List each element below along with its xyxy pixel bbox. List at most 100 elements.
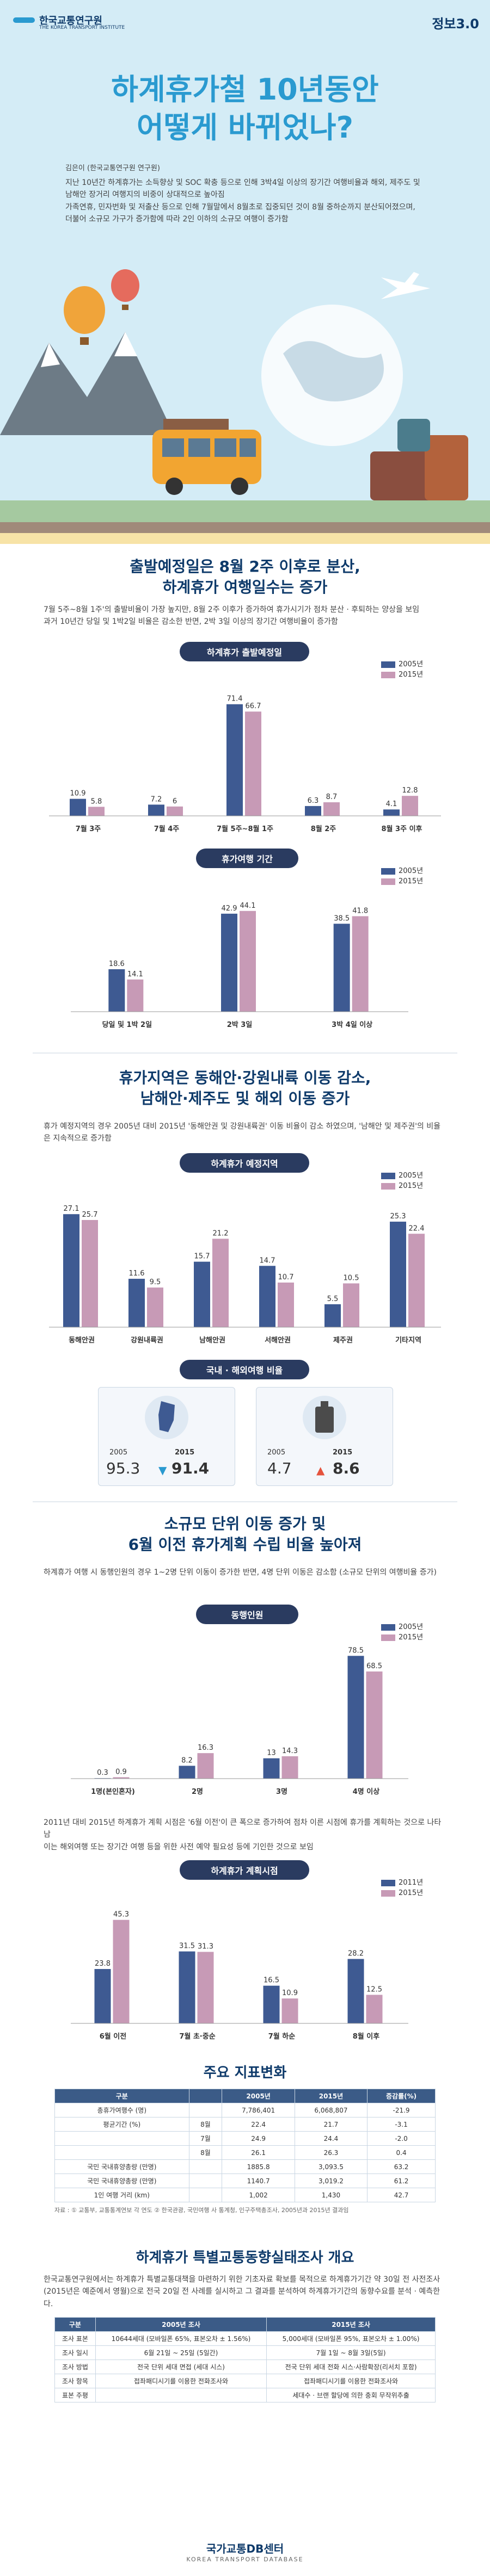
section1-bullet-1: 7월 5주~8월 1주'의 출발비율이 가장 높지만, 8월 2주 이후가 증가…	[44, 605, 420, 614]
table-row: 국민 국내휴양총량 (만명) 1885.8 3,093.5 63.2	[54, 2159, 436, 2174]
bar-value-label: 44.1	[240, 902, 256, 910]
bar-value-label: 15.7	[194, 1253, 210, 1261]
footer: 국가교통DB센터 KOREA TRANSPORT DATABASE	[0, 2535, 490, 2576]
chart6-legend: 2011년 2015년	[381, 1877, 423, 1897]
overseas-box: 2005 2015 4.7 ▲ 8.6	[256, 1387, 393, 1486]
bar-series-a	[108, 969, 125, 1012]
table-cell: 21.7	[294, 2117, 368, 2132]
bar-value-label: 25.7	[82, 1211, 98, 1219]
bar-series-a	[226, 704, 243, 816]
table-header: 구분	[54, 2317, 96, 2332]
table-row: 국민 국내휴양총량 (만명) 1140.7 3,019.2 61.2	[54, 2174, 436, 2188]
table-row: 조사 항목 접좌패디시기를 이용한 전화조사와 접좌패디시기를 이용한 전화조사와	[54, 2374, 436, 2388]
bar-series-b	[402, 796, 418, 816]
bar-series-b	[212, 1239, 229, 1327]
bar-value-label: 9.5	[150, 1278, 161, 1286]
table-cell: 국민 국내휴양총량 (만명)	[54, 2159, 189, 2174]
bar-value-label: 25.3	[390, 1212, 406, 1221]
survey-table: 구분 2005년 조사 2015년 조사 조사 표본 10644세대 (모바일폰 …	[54, 2317, 436, 2402]
category-label: 7월 3주	[76, 825, 101, 833]
bar-series-b	[278, 1282, 294, 1327]
bar-series-b	[113, 1919, 130, 2023]
section2-bullets: 휴가 예정지역의 경우 2005년 대비 2015년 '동해안권 및 강원내륙권…	[44, 1120, 446, 1145]
legend-item: 2005년	[381, 658, 423, 668]
section2-title-line1: 휴가지역은 동해안·강원내륙 이동 감소,	[119, 1069, 371, 1087]
category-label: 1명(본인혼자)	[91, 1787, 135, 1796]
bar-value-label: 28.2	[348, 1950, 364, 1958]
bar-value-label: 38.5	[334, 914, 350, 922]
section1-bullet-2: 과거 10년간 당일 및 1박2일 비율은 감소한 반면, 2박 3일 이상의 …	[44, 617, 338, 627]
table-row: 1인 여행 거리 (km) 1,002 1,430 42.7	[54, 2188, 436, 2202]
bar-value-label: 18.6	[109, 960, 125, 968]
bar-series-a	[70, 798, 86, 816]
section3-bullet2-1: 2011년 대비 2015년 하계휴가 계획 시점은 '6월 이전'이 큰 폭으…	[44, 1818, 442, 1840]
table-row: 조사 방법 전국 단위 세대 면접 (세대 시스) 전국 단위 세대 전화 시스·사…	[54, 2360, 436, 2374]
bar-series-b	[127, 979, 144, 1012]
bar-series-a	[94, 1969, 111, 2023]
section2-title-line2: 남해안·제주도 및 해외 이동 증가	[140, 1089, 350, 1107]
legend-item: 2015년	[381, 1180, 423, 1190]
bar-series-b	[197, 1952, 214, 2023]
table-cell: 10644세대 (모바일폰 65%, 표본오차 ± 1.56%)	[95, 2331, 267, 2346]
bar-series-b	[323, 802, 340, 816]
bar-series-b	[240, 911, 256, 1012]
survey-table-wrap: 구분 2005년 조사 2015년 조사 조사 표본 10644세대 (모바일폰 …	[54, 2317, 436, 2402]
table-row: 표본 주평 세대수 · 브랜 할당에 의한 충회 무작위추출	[54, 2388, 436, 2402]
bar-series-a	[179, 1766, 195, 1779]
category-label: 동해안권	[69, 1336, 95, 1345]
hero-deco-band	[0, 533, 490, 544]
bar-value-label: 11.6	[129, 1270, 145, 1278]
table-cell: 1885.8	[222, 2159, 295, 2174]
bar-value-label: 16.3	[198, 1744, 213, 1752]
bar-series-b	[366, 1671, 383, 1779]
table-cell: 1,002	[222, 2188, 295, 2202]
bar-value-label: 4.1	[386, 800, 397, 808]
bar-series-b	[82, 1219, 98, 1327]
key-indicators-table-wrap: 구분 2005년 2015년 증감률(%) 총휴가여행수 (명) 7,786,40…	[54, 2089, 436, 2214]
domestic-box: 2005 2015 95.3 ▼ 91.4	[98, 1387, 235, 1486]
bar-value-label: 16.5	[264, 1977, 279, 1985]
chart1-title: 하계휴가 출발예정일	[180, 642, 309, 661]
chart6-title: 하계휴가 계획시점	[180, 1860, 309, 1880]
section3-title-line1: 소규모 단위 이동 증가 및	[164, 1515, 326, 1533]
category-label: 8월 이후	[353, 2032, 379, 2041]
table-header: 2005년	[222, 2089, 295, 2103]
hero-bullet-2: 가족연휴, 민자번화 및 저출산 등으로 인해 7월말에서 8월초로 집중되던 …	[65, 202, 415, 224]
table-header: 2015년	[294, 2089, 368, 2103]
chart2-svg: 18.614.1 당일 및 1박 2일 42.9 44.1 2박 3일 38.541.8 3…	[71, 902, 408, 1029]
section3-bullet-1: 하계휴가 여행 시 동행인원의 경우 1~2명 단위 이동이 증가한 반면, 4…	[44, 1568, 437, 1577]
table-row: 조사 표본 10644세대 (모바일폰 65%, 표본오차 ± 1.56%) 5,0…	[54, 2331, 436, 2346]
section-divider	[33, 1052, 457, 1054]
category-label: 3명	[276, 1787, 287, 1796]
bar-value-label: 10.9	[70, 790, 86, 798]
legend-item: 2015년	[381, 875, 423, 886]
section1-title-line1: 출발예정일은 8월 2주 이후로 분산,	[130, 558, 360, 575]
korea-map-icon	[145, 1396, 188, 1439]
category-label: 2명	[192, 1787, 203, 1796]
overseas-value-b: 8.6	[333, 1459, 360, 1477]
bar-value-label: 42.9	[222, 905, 237, 913]
table-row: 8월 26.1 26.3 0.4	[54, 2145, 436, 2160]
survey-bullet-1: 한국교통연구원에서는 하계휴가 특별교통대책을 마련하기 위한 기초자료 확보를…	[44, 2275, 440, 2308]
bar-value-label: 21.2	[213, 1229, 229, 1237]
balloon-icon	[64, 269, 139, 345]
table-cell: 총휴가여행수 (명)	[54, 2103, 189, 2117]
bar-series-b	[167, 806, 183, 816]
bar-value-label: 10.5	[344, 1274, 359, 1283]
chart2-title: 휴가여행 기간	[196, 849, 298, 868]
table-header: 2015년 조사	[266, 2317, 436, 2332]
section3-bullets: 하계휴가 여행 시 동행인원의 경우 1~2명 단위 이동이 증가한 반면, 4…	[44, 1566, 446, 1578]
table-row: 총휴가여행수 (명) 7,786,401 6,068,807 -21.9	[54, 2103, 436, 2117]
globe-icon	[261, 305, 403, 446]
section3-bullet2-2: 이는 해외여행 또는 장기간 여행 등을 위한 사전 예약 필요성 등에 기인한…	[44, 1842, 314, 1852]
hero-title-line2: 어떻게 바뀌었나?	[137, 110, 353, 145]
chart5-title: 동행인원	[196, 1605, 298, 1624]
table-header: 증감률(%)	[367, 2089, 436, 2103]
table-header: 구분	[54, 2089, 189, 2103]
bar-value-label: 14.1	[127, 970, 143, 979]
category-label: 8월 2주	[311, 825, 336, 833]
bar-value-label: 8.2	[181, 1756, 193, 1764]
category-label: 7월 초·중순	[179, 2032, 215, 2041]
bar-value-label: 8.7	[326, 793, 338, 801]
org-logo: 한국교통연구원 THE KOREA TRANSPORT INSTITUTE	[13, 13, 133, 35]
